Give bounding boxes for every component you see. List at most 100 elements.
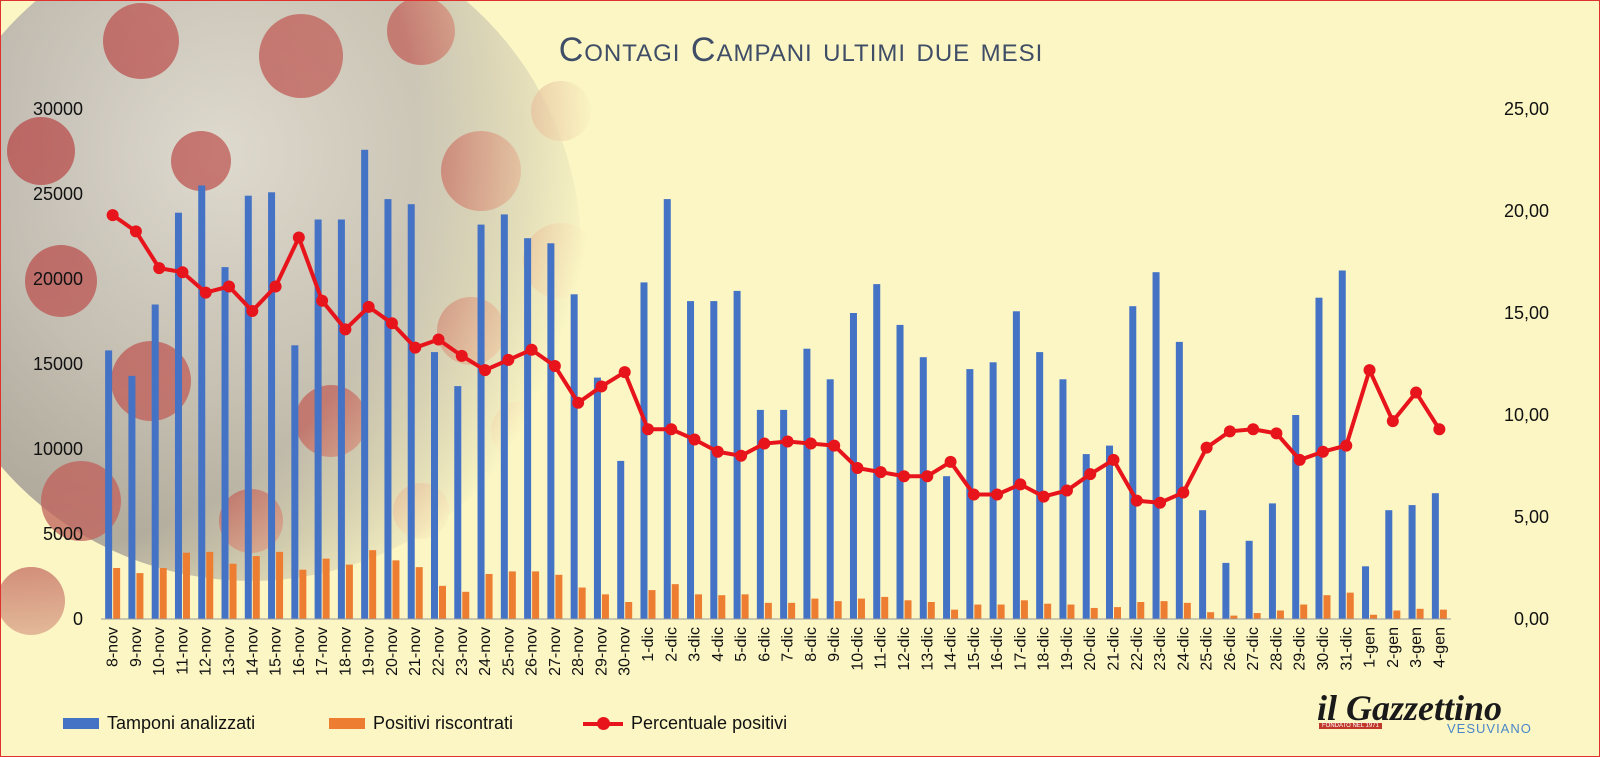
bar-tamponi-2-gen <box>1385 510 1393 619</box>
legend-swatch-positivi <box>329 718 365 729</box>
x-tick-label: 3-gen <box>1408 627 1425 668</box>
point-percentuale-17-nov <box>316 294 329 307</box>
bar-tamponi-1-gen <box>1362 566 1370 619</box>
bar-tamponi-9-nov <box>128 375 136 619</box>
x-tick-label: 26-dic <box>1222 627 1239 671</box>
bar-positivi-28-nov <box>578 587 586 619</box>
x-tick-label: 17-nov <box>314 627 331 676</box>
bar-positivi-18-dic <box>1044 603 1052 619</box>
y-right-tick-label: 10,00 <box>1504 405 1549 425</box>
bar-positivi-9-dic <box>834 601 842 619</box>
x-tick-label: 28-dic <box>1268 627 1285 671</box>
x-tick-label: 25-dic <box>1199 627 1216 671</box>
bar-tamponi-13-nov <box>221 267 229 619</box>
bar-positivi-22-nov <box>439 585 446 619</box>
point-percentuale-18-nov <box>339 323 352 336</box>
bar-positivi-23-nov <box>462 591 470 619</box>
bar-positivi-22-dic <box>1137 602 1145 619</box>
x-tick-label: 22-nov <box>431 627 448 676</box>
point-percentuale-20-dic <box>1084 468 1097 481</box>
x-tick-label: 21-dic <box>1106 627 1123 671</box>
bar-tamponi-23-nov <box>454 386 462 619</box>
bar-positivi-26-dic <box>1230 615 1238 619</box>
bar-positivi-15-dic <box>974 604 982 619</box>
y-left-tick-label: 15000 <box>33 354 83 374</box>
bar-positivi-24-dic <box>1183 602 1191 619</box>
point-percentuale-13-dic <box>921 470 934 483</box>
point-percentuale-9-nov <box>129 225 142 238</box>
x-tick-label: 9-dic <box>826 627 843 662</box>
point-percentuale-7-dic <box>781 435 794 448</box>
bar-positivi-2-dic <box>671 584 679 619</box>
point-percentuale-27-dic <box>1247 423 1260 436</box>
x-tick-label: 27-dic <box>1245 627 1262 671</box>
point-percentuale-25-dic <box>1200 441 1213 454</box>
bar-positivi-10-dic <box>857 598 865 619</box>
point-percentuale-30-nov <box>618 366 631 379</box>
bar-positivi-5-dic <box>741 594 749 619</box>
bar-positivi-14-dic <box>951 609 959 619</box>
point-percentuale-23-dic <box>1154 496 1167 509</box>
bar-positivi-28-dic <box>1276 610 1284 619</box>
point-percentuale-21-dic <box>1107 453 1120 466</box>
x-tick-label: 23-dic <box>1152 627 1169 671</box>
legend-item-positivi: Positivi riscontrati <box>329 713 513 734</box>
bar-positivi-1-dic <box>648 590 656 619</box>
bar-positivi-26-nov <box>532 571 540 619</box>
x-tick-label: 30-nov <box>617 627 634 676</box>
bar-positivi-27-dic <box>1253 613 1261 619</box>
x-tick-label: 19-nov <box>361 627 378 676</box>
point-percentuale-3-gen <box>1410 386 1423 399</box>
x-tick-label: 1-dic <box>640 627 657 662</box>
bar-positivi-4-gen <box>1439 609 1447 619</box>
point-percentuale-8-nov <box>106 209 119 222</box>
bar-tamponi-29-dic <box>1292 415 1300 619</box>
bar-positivi-2-gen <box>1393 610 1401 619</box>
point-percentuale-8-dic <box>804 437 817 450</box>
bar-tamponi-30-dic <box>1315 297 1323 619</box>
x-tick-label: 20-dic <box>1082 627 1099 671</box>
logo-founded-text: FONDATO NEL 1971 <box>1319 723 1382 729</box>
x-tick-label: 7-dic <box>780 627 797 662</box>
bar-tamponi-9-dic <box>826 379 834 619</box>
x-tick-label: 10-dic <box>849 627 866 671</box>
x-tick-label: 2-gen <box>1385 627 1402 668</box>
x-tick-label: 27-nov <box>547 627 564 676</box>
x-tick-label: 10-nov <box>151 627 168 676</box>
bar-tamponi-18-dic <box>1036 352 1044 619</box>
x-tick-label: 21-nov <box>407 627 424 676</box>
bar-tamponi-10-nov <box>151 304 159 619</box>
legend-item-percentuale: Percentuale positivi <box>583 713 787 734</box>
point-percentuale-13-nov <box>223 280 236 293</box>
y-left-tick-label: 25000 <box>33 184 83 204</box>
bar-positivi-27-nov <box>555 574 563 619</box>
point-percentuale-28-dic <box>1270 427 1283 440</box>
bar-positivi-29-dic <box>1300 604 1308 619</box>
y-right-tick-label: 0,00 <box>1514 609 1549 629</box>
bar-positivi-4-dic <box>718 595 726 619</box>
x-tick-label: 20-nov <box>384 627 401 676</box>
point-percentuale-5-dic <box>735 449 748 462</box>
bar-positivi-11-nov <box>182 552 190 619</box>
bar-positivi-24-nov <box>485 573 493 619</box>
bar-positivi-19-nov <box>369 550 377 619</box>
bar-positivi-30-dic <box>1323 595 1331 619</box>
point-percentuale-26-dic <box>1223 425 1236 438</box>
point-percentuale-11-nov <box>176 266 189 279</box>
gazzettino-logo: il Gazzettino FONDATO NEL 1971 VESUVIANO <box>1317 687 1547 736</box>
point-percentuale-27-nov <box>548 360 561 373</box>
bar-positivi-12-nov <box>206 551 214 619</box>
legend-label-percentuale: Percentuale positivi <box>631 713 788 733</box>
bar-tamponi-22-dic <box>1129 306 1137 619</box>
x-tick-label: 19-dic <box>1059 627 1076 671</box>
bar-positivi-19-dic <box>1067 604 1075 619</box>
x-tick-label: 30-dic <box>1315 627 1332 671</box>
bar-tamponi-15-nov <box>268 192 276 620</box>
bar-tamponi-24-nov <box>477 224 485 619</box>
point-percentuale-14-dic <box>944 455 957 468</box>
bar-tamponi-28-dic <box>1268 503 1276 619</box>
line-percentuale <box>111 213 1442 505</box>
point-percentuale-16-nov <box>292 231 305 244</box>
bar-tamponi-11-nov <box>174 212 182 619</box>
